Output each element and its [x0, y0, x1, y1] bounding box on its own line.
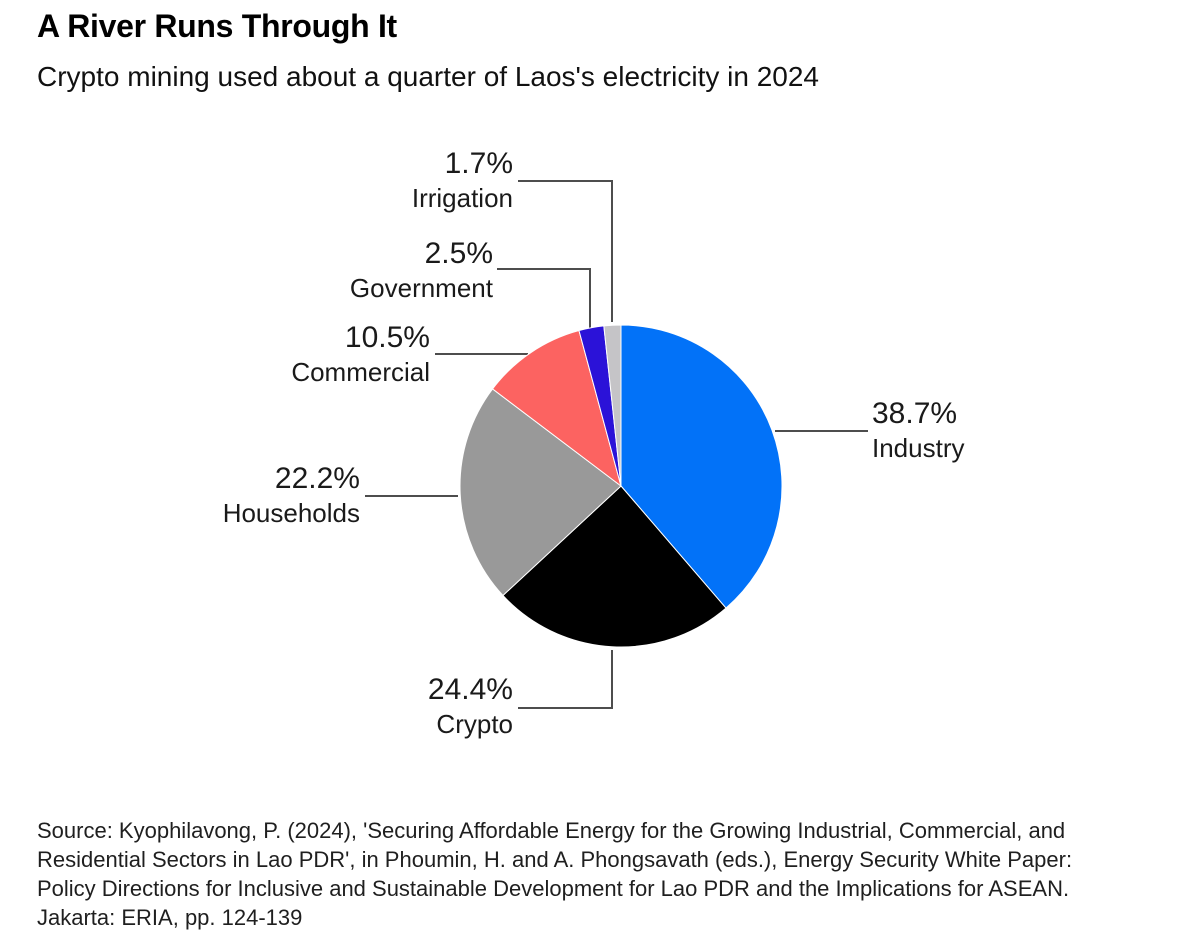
callout-industry: 38.7% Industry — [872, 396, 1200, 464]
callout-crypto: 24.4% Crypto — [163, 672, 513, 740]
callout-commercial-label: Commercial — [291, 357, 430, 387]
pie-slice-households — [459, 388, 622, 597]
chart-subtitle: Crypto mining used about a quarter of La… — [37, 61, 820, 92]
callout-households-label: Households — [222, 498, 360, 528]
callout-households-value: 22.2% — [274, 462, 360, 495]
pie-slice-irrigation — [603, 324, 622, 487]
callout-industry-label: Industry — [872, 433, 965, 463]
source-citation: Source: Kyophilavong, P. (2024), 'Securi… — [37, 818, 1073, 930]
callout-irrigation-label: Irrigation — [411, 183, 513, 213]
callout-crypto-value: 24.4% — [427, 673, 513, 706]
chart-title: A River Runs Through It — [37, 8, 397, 44]
pie-slice-industry — [620, 324, 783, 609]
callout-industry-value: 38.7% — [872, 397, 958, 430]
callout-government-label: Government — [349, 273, 493, 303]
leader-line-irrigation — [518, 180, 613, 322]
callout-government: 2.5% Government — [143, 236, 493, 304]
leader-line-crypto — [518, 650, 613, 709]
leader-line-government — [497, 268, 591, 330]
callout-government-value: 2.5% — [424, 237, 493, 270]
callout-irrigation: 1.7% Irrigation — [163, 146, 513, 214]
leader-lines — [365, 180, 868, 709]
callout-commercial: 10.5% Commercial — [80, 320, 430, 388]
callout-crypto-label: Crypto — [436, 709, 513, 739]
callout-commercial-value: 10.5% — [344, 321, 430, 354]
pie-slices — [459, 324, 783, 648]
pie-slice-commercial — [491, 329, 622, 488]
callout-households: 22.2% Households — [10, 461, 360, 529]
pie-slice-crypto — [502, 485, 727, 648]
callout-irrigation-value: 1.7% — [444, 147, 513, 180]
chart-header: A River Runs Through It Crypto mining us… — [37, 6, 1167, 94]
